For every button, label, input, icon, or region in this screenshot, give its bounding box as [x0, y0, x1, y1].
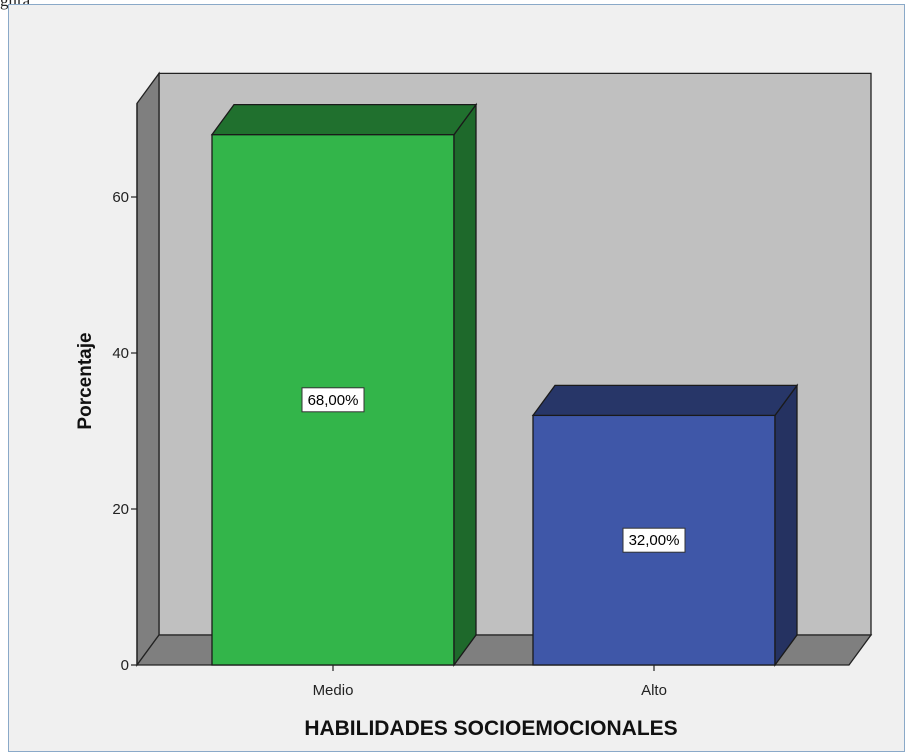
- bar-top-face: [531, 384, 799, 417]
- y-tick-label: 20: [112, 501, 129, 518]
- data-label: 32,00%: [629, 532, 680, 549]
- x-axis: Medio Alto: [313, 665, 667, 699]
- y-axis-title: Porcentaje: [75, 332, 96, 429]
- y-tick-label: 0: [121, 657, 129, 674]
- bar-medio: 68,00%: [210, 102, 478, 667]
- x-axis-title: HABILIDADES SOCIOEMOCIONALES: [304, 717, 677, 740]
- data-label-box: [301, 387, 365, 413]
- x-tick-label: Medio: [313, 682, 354, 699]
- side-wall: [136, 71, 160, 667]
- bar-chart: 0 20 40 60 68,00% 32,00% Medio Alto Porcentaj…: [75, 71, 873, 740]
- data-label-box: [622, 527, 686, 553]
- y-tick-label: 60: [112, 189, 129, 206]
- bars: 68,00% 32,00%: [210, 102, 799, 667]
- chart-frame: 0 20 40 60 68,00% 32,00% Medio Alto Porcentaj…: [8, 4, 905, 752]
- y-axis: 0 20 40 60: [112, 103, 138, 674]
- bar-top-face: [210, 103, 478, 136]
- data-label: 68,00%: [308, 392, 359, 409]
- bar-alto: 32,00%: [531, 383, 799, 667]
- bar-side-face: [774, 383, 798, 667]
- x-tick-label: Alto: [641, 682, 667, 699]
- y-tick-label: 40: [112, 345, 129, 362]
- bar-side-face: [453, 102, 477, 667]
